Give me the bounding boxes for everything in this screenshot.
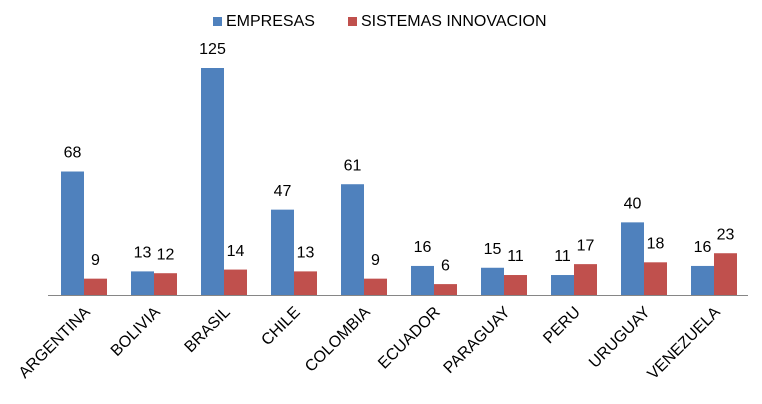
data-label: 68 xyxy=(64,145,82,162)
bar xyxy=(621,222,644,295)
bar xyxy=(691,265,714,295)
bar xyxy=(131,271,154,295)
x-tick-label: BRASIL xyxy=(182,304,234,356)
bar xyxy=(551,275,574,295)
data-label: 11 xyxy=(507,248,524,265)
bar xyxy=(574,264,597,295)
x-tick-label: ECUADOR xyxy=(375,304,444,373)
legend-label: EMPRESAS xyxy=(226,13,315,30)
x-tick-label: VENEZUELA xyxy=(645,304,725,384)
data-label: 6 xyxy=(441,257,450,274)
data-label: 14 xyxy=(227,243,245,260)
bar xyxy=(341,184,364,295)
bar xyxy=(154,273,177,295)
bar xyxy=(411,265,434,295)
bar xyxy=(714,253,737,295)
bar xyxy=(61,171,84,295)
x-tick-label: URUGUAY xyxy=(586,304,654,372)
data-label: 18 xyxy=(647,236,665,253)
data-label: 16 xyxy=(694,239,712,256)
x-tick-label: BOLIVIA xyxy=(108,304,164,360)
x-tick-label: ARGENTINA xyxy=(16,304,94,382)
legend-label: SISTEMAS INNOVACION xyxy=(361,13,547,30)
bar xyxy=(644,262,667,295)
data-label: 125 xyxy=(199,41,226,58)
x-tick-label: COLOMBIA xyxy=(302,304,374,376)
bar xyxy=(224,269,247,295)
data-label: 13 xyxy=(134,245,152,262)
legend-swatch xyxy=(213,17,222,26)
data-label: 61 xyxy=(344,157,362,174)
data-label: 47 xyxy=(274,183,292,200)
bar xyxy=(271,209,294,295)
x-tick-label: PARAGUAY xyxy=(441,304,514,377)
data-label: 40 xyxy=(624,196,642,213)
data-label: 17 xyxy=(577,237,595,254)
bar xyxy=(294,271,317,295)
data-label: 9 xyxy=(91,252,100,269)
bar xyxy=(84,278,107,295)
bar xyxy=(434,284,457,295)
x-tick-label: CHILE xyxy=(258,304,303,349)
data-label: 12 xyxy=(157,246,175,263)
data-label: 11 xyxy=(554,248,571,265)
data-label: 15 xyxy=(484,241,502,258)
bar xyxy=(504,275,527,295)
data-label: 16 xyxy=(414,239,432,256)
data-label: 23 xyxy=(717,226,735,243)
x-tick-label: PERU xyxy=(540,304,583,347)
bar xyxy=(364,278,387,295)
bar xyxy=(201,68,224,295)
bar xyxy=(481,267,504,295)
legend-swatch xyxy=(348,17,357,26)
data-label: 13 xyxy=(297,245,315,262)
data-label: 9 xyxy=(371,252,380,269)
